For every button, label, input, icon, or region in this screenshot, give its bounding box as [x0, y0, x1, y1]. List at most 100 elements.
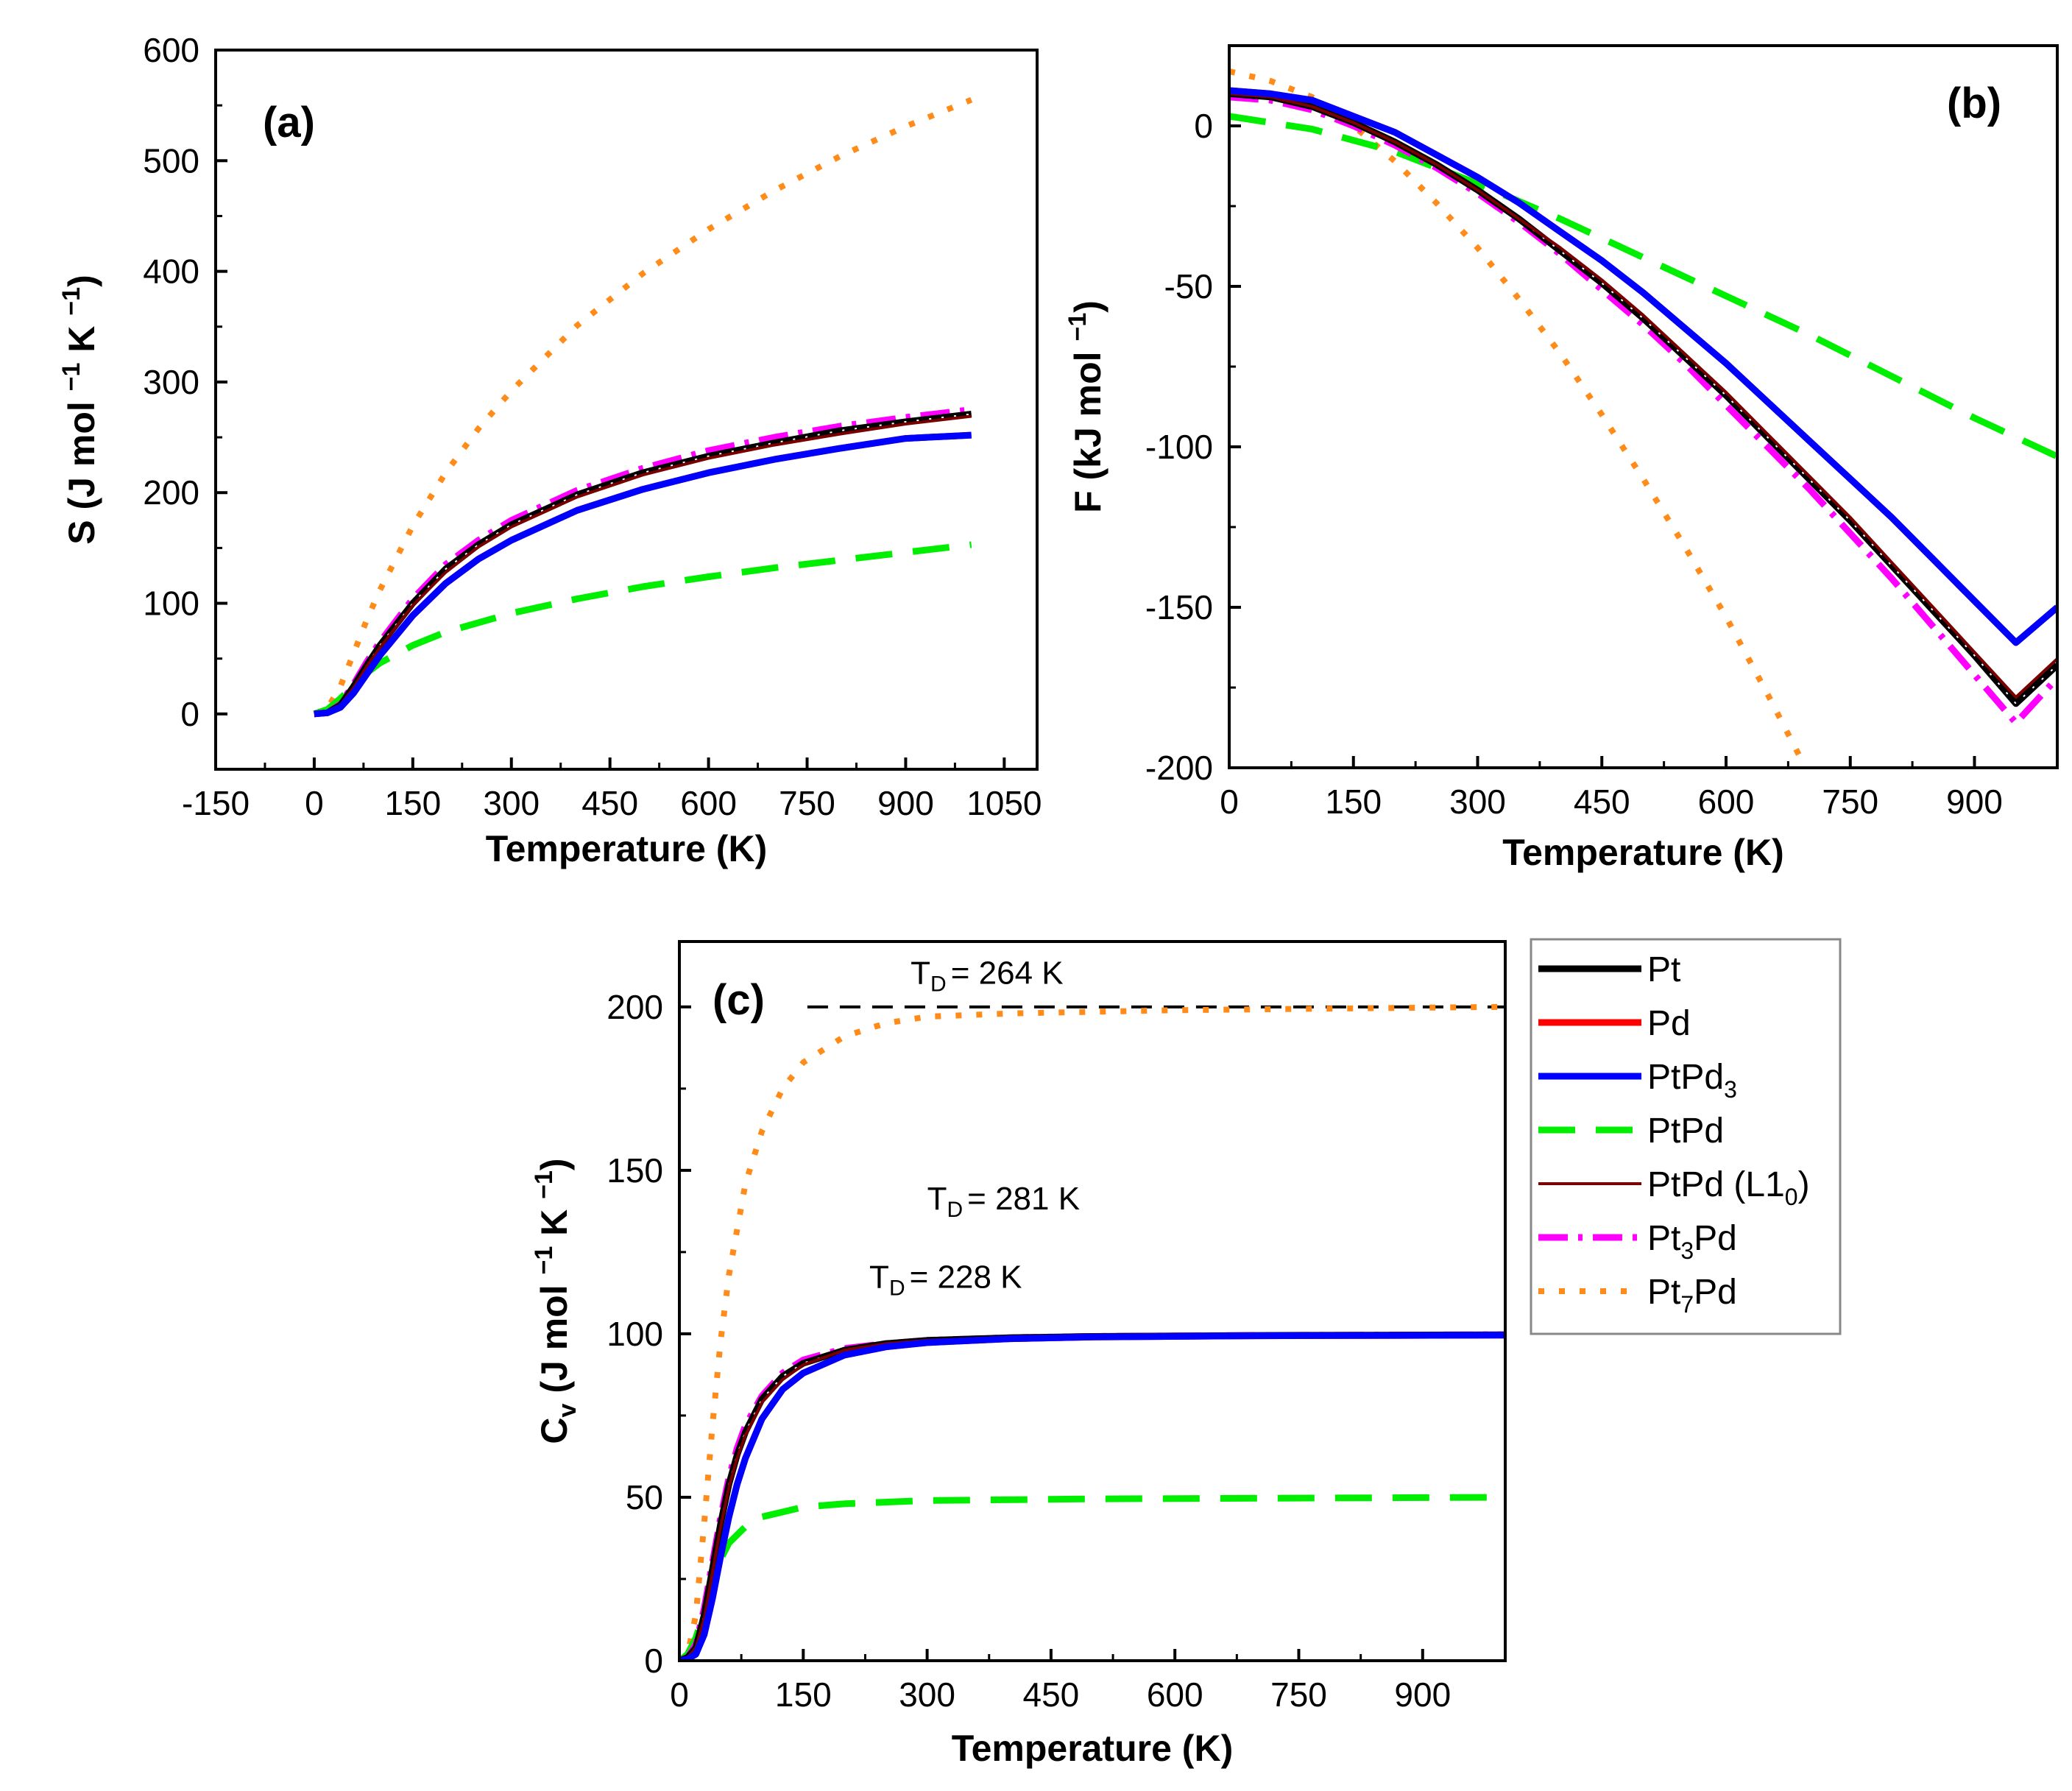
- x-tick-label: 600: [1698, 783, 1755, 821]
- series-line-ptpd-l10-: [1229, 92, 2057, 699]
- axes-frame: [678, 940, 1507, 1662]
- legend-label-main: Pt: [1647, 950, 1680, 989]
- ylabel-exp: −1: [530, 1246, 558, 1275]
- series-line-ptpd: [313, 541, 972, 718]
- ylabel-close: ): [534, 1158, 575, 1170]
- x-tick-label: 1050: [966, 784, 1042, 822]
- x-tick-label: 600: [680, 784, 737, 822]
- ylabel-main: F (kJ mol: [1067, 342, 1109, 513]
- ylabel-main: C: [534, 1417, 575, 1444]
- panel-label: (a): [263, 99, 315, 146]
- x-tick-label: 750: [779, 784, 835, 822]
- axes-frame: [1228, 44, 2059, 769]
- legend-label-main: Pt: [1647, 1219, 1680, 1258]
- x-tick-label: 900: [1946, 783, 2003, 821]
- x-tick-label: 600: [1147, 1675, 1203, 1714]
- y-axis-title: F (kJ mol −1): [1064, 300, 1109, 513]
- ann-sub: D: [947, 1198, 963, 1222]
- x-tick-label: 150: [775, 1675, 832, 1714]
- y-tick-label: 200: [607, 988, 663, 1026]
- x-tick-label: 900: [1394, 1675, 1451, 1714]
- series-line-ptpd: [1229, 113, 2057, 460]
- ylabel-exp: −1: [57, 363, 85, 392]
- x-tick-label: 450: [581, 784, 638, 822]
- y-tick-label: 0: [644, 1642, 663, 1680]
- ann-value: = 281 K: [967, 1181, 1080, 1217]
- y-tick-label: 600: [143, 31, 199, 69]
- debye-temperature-label: TD = 281 K: [927, 1181, 1080, 1222]
- ann-value: = 264 K: [951, 955, 1064, 992]
- x-axis-title: Temperature (K): [486, 828, 767, 869]
- series-line-pt7pd: [313, 96, 973, 717]
- x-tick-label: 450: [1574, 783, 1630, 821]
- panel-a: -150 0 150 300 450 600 750 900 1050 0 100 200 300 400…: [57, 31, 1042, 869]
- legend-label-pd: Pd: [1647, 1004, 1691, 1043]
- legend-label-sub: 3: [1724, 1076, 1737, 1103]
- series-dots-pt: [679, 1334, 1505, 1661]
- y-tick-label: -150: [1145, 588, 1213, 626]
- ylabel-exp2: −1: [57, 287, 85, 316]
- debye-temperature-label: TD = 228 K: [869, 1260, 1022, 1301]
- legend-label-ptpd: PtPd: [1647, 1112, 1724, 1151]
- y-tick-label: 50: [626, 1478, 663, 1516]
- x-tick-label: 300: [899, 1675, 955, 1714]
- ann-sub: D: [889, 1276, 905, 1301]
- legend-label-sub: 7: [1680, 1291, 1694, 1318]
- y-axis-title: S (J mol −1 K −1): [57, 275, 102, 544]
- x-tick-label: 450: [1023, 1675, 1080, 1714]
- x-tick-label: 300: [1449, 783, 1506, 821]
- y-tick-label: 400: [143, 252, 199, 291]
- legend-label-suffix: Pd: [1694, 1219, 1737, 1258]
- ylabel-unit: K: [61, 316, 102, 363]
- ylabel-sub: v: [554, 1403, 581, 1417]
- x-tick-label: 0: [670, 1675, 689, 1714]
- ylabel-exp2: −1: [530, 1170, 558, 1199]
- ylabel-exp: −1: [1064, 313, 1092, 342]
- x-tick-label: 750: [1270, 1675, 1327, 1714]
- ann-prefix: T: [869, 1260, 889, 1296]
- y-tick-label: 0: [1194, 107, 1213, 145]
- y-tick-label: 200: [143, 473, 199, 512]
- ylabel-close: ): [1067, 300, 1109, 313]
- series-line-ptpd3: [1229, 87, 2057, 646]
- legend-label-main: Pt: [1647, 1273, 1680, 1312]
- legend-label-pt7pd: Pt7Pd: [1647, 1273, 1737, 1318]
- series-group: [679, 1003, 1505, 1661]
- panel-b: 0 150 300 450 600 750 900 -200 -150 -100 -50 0 (b) Te…: [1064, 44, 2059, 873]
- legend-label-main: Pd: [1647, 1004, 1691, 1043]
- series-line-ptpd-l10-: [679, 1333, 1505, 1661]
- x-tick-label: 900: [877, 784, 934, 822]
- ann-prefix: T: [911, 955, 930, 992]
- legend-label-sub: 0: [1785, 1184, 1798, 1210]
- ylabel-close: ): [61, 275, 102, 287]
- series-line-pd: [314, 431, 972, 718]
- y-tick-label: -100: [1145, 428, 1213, 466]
- y-tick-label: 100: [143, 584, 199, 623]
- legend-label-main: PtPd: [1647, 1058, 1724, 1097]
- legend-label-ptpd-l10-: PtPd (L10): [1647, 1165, 1810, 1210]
- series-line-ptpd: [679, 1494, 1505, 1661]
- x-tick-label: -150: [182, 784, 250, 822]
- legend-label-sub: 3: [1680, 1237, 1694, 1264]
- legend-label-pt: Pt: [1647, 950, 1680, 989]
- series-line-pd: [679, 1332, 1505, 1661]
- series-dots-pt: [314, 413, 972, 715]
- series-line-pt: [314, 411, 972, 718]
- x-tick-label: 150: [384, 784, 441, 822]
- legend-label-ptpd3: PtPd3: [1647, 1058, 1737, 1103]
- panel-c: 0 150 300 450 600 750 900 0 50 100 150 200 (c) Temper…: [530, 940, 1507, 1769]
- legend-label-main: PtPd (L1: [1647, 1165, 1785, 1204]
- y-axis-title: Cv (J mol −1 K −1): [530, 1158, 581, 1444]
- series-line-ptpd3: [314, 431, 972, 718]
- y-tick-label: 150: [607, 1151, 663, 1190]
- x-axis-title: Temperature (K): [952, 1728, 1233, 1769]
- ann-prefix: T: [927, 1181, 947, 1217]
- x-tick-label: 750: [1822, 783, 1878, 821]
- x-tick-label: 0: [305, 784, 324, 822]
- y-tick-label: 0: [180, 695, 199, 733]
- ylabel-unit: K: [534, 1199, 575, 1246]
- x-axis-title: Temperature (K): [1502, 832, 1783, 873]
- y-tick-label: -50: [1164, 267, 1213, 305]
- legend-label-suffix: Pd: [1694, 1273, 1737, 1312]
